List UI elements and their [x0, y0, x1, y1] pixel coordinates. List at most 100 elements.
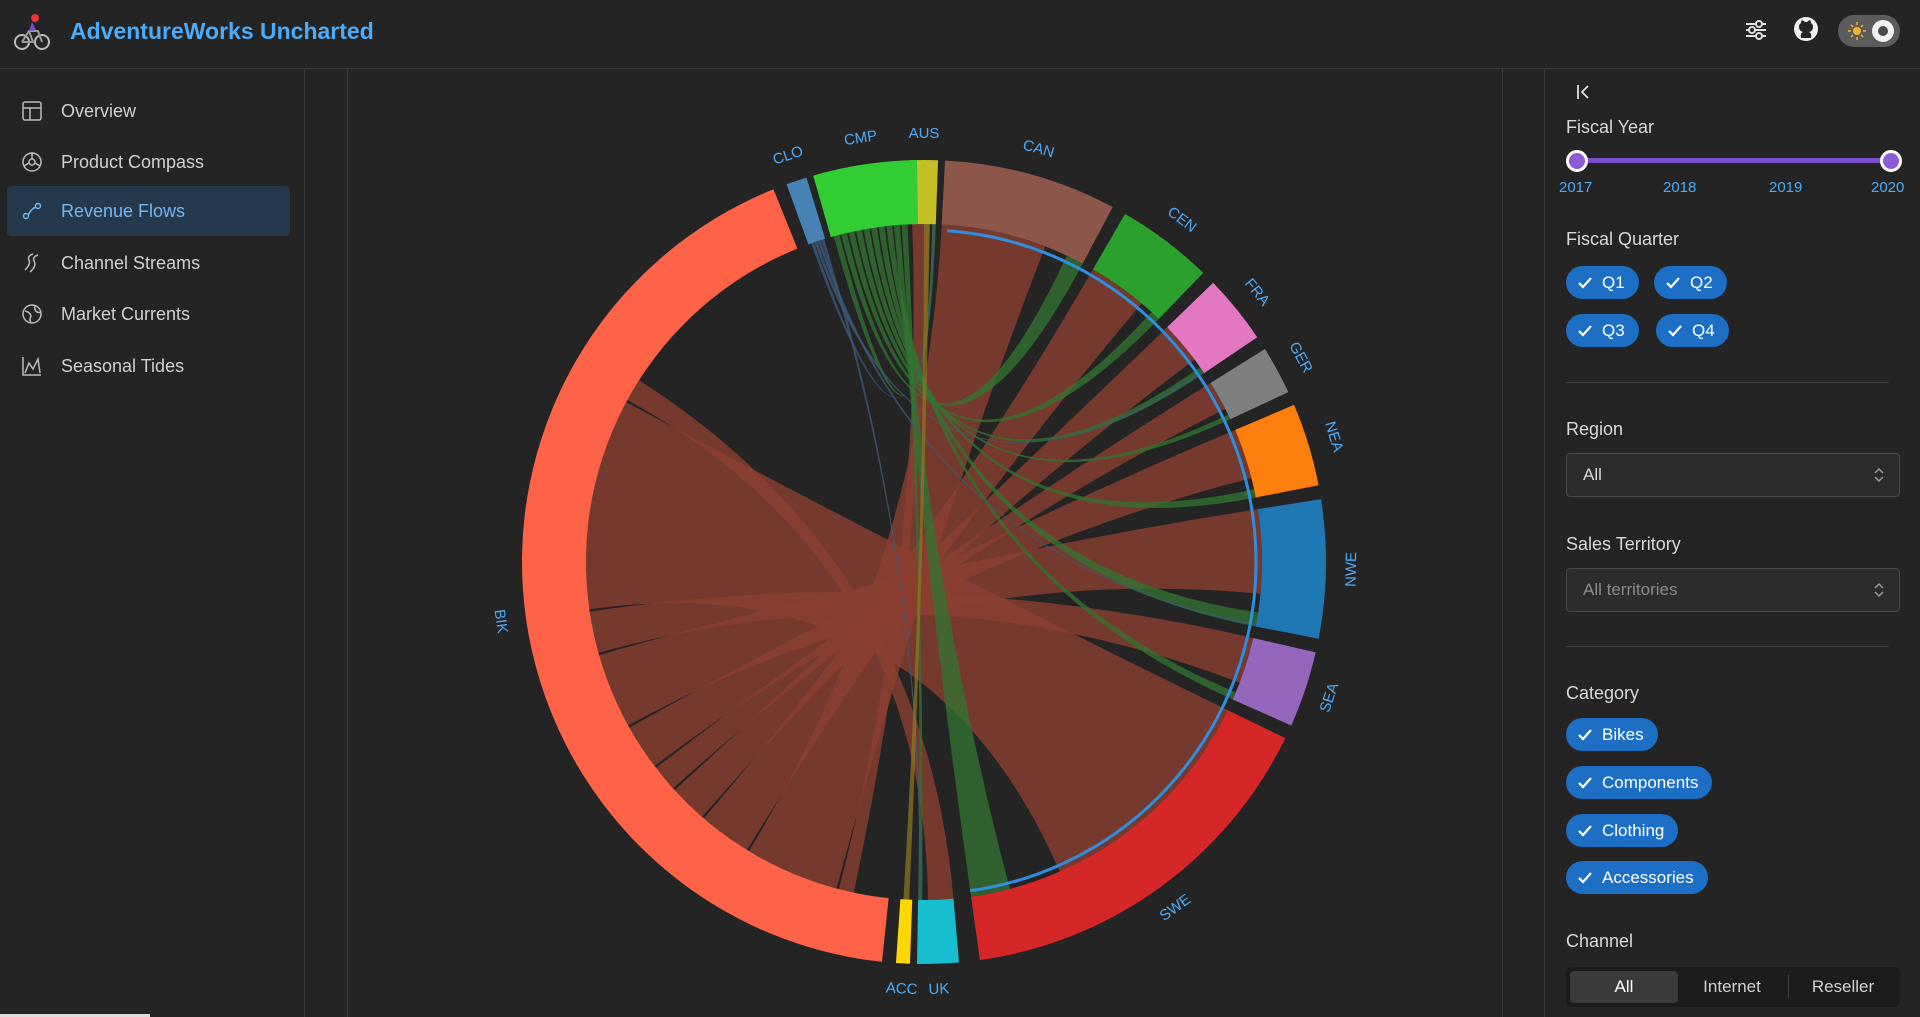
chord-ribbon: [655, 382, 1226, 789]
dashboard-icon: [22, 101, 42, 121]
fiscal-year-slider-start-thumb[interactable]: [1566, 150, 1588, 172]
streams-icon: [24, 253, 39, 273]
category-label: Category: [1566, 683, 1640, 703]
nav-item-seasonal-tides[interactable]: Seasonal Tides: [7, 341, 290, 391]
ribbons: [586, 224, 1262, 900]
chip-label: Accessories: [1602, 867, 1694, 887]
region-label: Region: [1566, 419, 1624, 439]
main-content: AUS CAN CEN FRA GER NEA NWE SEA SWE UK ACC BIK CLO CM…: [347, 69, 1503, 1017]
sliders-icon[interactable]: [1742, 16, 1770, 44]
channel-option-internet[interactable]: Internet: [1703, 977, 1761, 996]
globe-icon: [22, 304, 42, 324]
chord-arc-nwe: [1255, 499, 1326, 639]
chord-arc-acc: [895, 899, 913, 964]
check-icon: [1578, 324, 1592, 337]
chord-arc-uk: [916, 898, 960, 964]
theme-toggle[interactable]: [1838, 15, 1900, 47]
chord-arc-fra: [1167, 282, 1258, 373]
region-select[interactable]: All: [1566, 453, 1900, 497]
nav-item-label: Overview: [61, 100, 137, 121]
slider-mark: 2020: [1871, 179, 1905, 196]
chord-arc-bik: [522, 189, 889, 962]
slider-mark: 2017: [1559, 179, 1593, 196]
nav-item-label: Seasonal Tides: [61, 355, 185, 376]
check-icon: [1578, 776, 1592, 789]
quarter-chip-q2[interactable]: Q2: [1654, 266, 1727, 299]
chord-arc-cmp: [813, 160, 919, 238]
chord-arc-swe: [971, 710, 1286, 961]
chip-label: Q1: [1602, 272, 1625, 292]
nav-item-label: Product Compass: [61, 151, 205, 172]
chord-label-acc: ACC: [885, 980, 918, 999]
nav-item-channel-streams[interactable]: Channel Streams: [7, 238, 290, 288]
nav-item-label: Revenue Flows: [61, 200, 186, 221]
sun-icon: [1848, 22, 1866, 40]
channel-option-reseller[interactable]: Reseller: [1811, 977, 1875, 996]
selection-ring: [947, 229, 1258, 893]
sales-territory-label: Sales Territory: [1566, 534, 1681, 554]
check-icon: [1666, 276, 1680, 289]
app-title[interactable]: AdventureWorks Uncharted: [70, 18, 374, 44]
area-chart-icon: [22, 356, 41, 376]
category-chip-bikes[interactable]: Bikes: [1566, 718, 1658, 751]
check-icon: [1578, 728, 1592, 741]
chord-diagram: AUS CAN CEN FRA GER NEA NWE SEA SWE UK ACC BIK CLO CM…: [491, 125, 1361, 999]
chord-ribbon: [586, 402, 1228, 872]
section-divider: [1566, 382, 1889, 383]
chord-label-ger: GER: [1285, 339, 1316, 376]
chord-ribbon: [629, 429, 1252, 766]
chord-ribbon: [703, 269, 1142, 850]
category-chip-clothing[interactable]: Clothing: [1566, 814, 1679, 847]
chord-label-fra: FRA: [1241, 275, 1273, 309]
chord-label-swe: SWE: [1156, 891, 1194, 925]
chord-label-clo: CLO: [771, 143, 806, 169]
nav-item-product-compass[interactable]: Product Compass: [7, 137, 290, 187]
quarter-chip-q1[interactable]: Q1: [1566, 266, 1639, 299]
check-icon: [1668, 324, 1682, 337]
compass-icon: [22, 152, 42, 172]
sales-territory-select[interactable]: All territories: [1566, 568, 1900, 612]
check-icon: [1578, 824, 1592, 837]
nav-item-revenue-flows[interactable]: Revenue Flows: [7, 186, 290, 236]
nav-item-market-currents[interactable]: Market Currents: [7, 289, 290, 339]
category-chip-accessories[interactable]: Accessories: [1566, 861, 1708, 894]
fiscal-year-label: Fiscal Year: [1566, 117, 1655, 137]
quarter-chip-q4[interactable]: Q4: [1656, 314, 1729, 347]
horizontal-scrollbar[interactable]: [0, 1014, 150, 1017]
fiscal-year-slider-track[interactable]: [1576, 158, 1890, 163]
chord-arc-can: [941, 160, 1113, 264]
nav-item-label: Market Currents: [61, 303, 191, 324]
cyclist-logo-icon: [14, 14, 50, 50]
toggle-knob: [1872, 20, 1894, 42]
chord-label-can: CAN: [1021, 137, 1056, 162]
filter-panel: Fiscal Year 2017 2018 2019 2020 Fiscal Q…: [1544, 69, 1920, 1017]
chord-ribbon: [838, 224, 930, 893]
flow-icon: [22, 202, 42, 220]
quarter-chip-q3[interactable]: Q3: [1566, 314, 1639, 347]
channel-option-all[interactable]: All: [1570, 971, 1678, 1003]
chord-label-nea: NEA: [1321, 419, 1346, 453]
chip-label: Components: [1602, 772, 1699, 792]
chord-arc-sea: [1232, 638, 1316, 726]
channel-label: Channel: [1566, 931, 1634, 951]
chord-ribbon: [599, 509, 1262, 726]
slider-mark: 2019: [1769, 179, 1803, 196]
chord-label-sea: SEA: [1317, 681, 1343, 715]
region-select-value: All: [1583, 465, 1602, 484]
chord-label-uk: UK: [928, 980, 949, 998]
chord-ribbon: [674, 327, 1195, 817]
category-chip-components[interactable]: Components: [1566, 766, 1713, 799]
fiscal-year-slider-end-thumb[interactable]: [1880, 150, 1902, 172]
sidebar-nav: Overview Product Compass Revenue Flows C…: [0, 69, 305, 1017]
fiscal-quarter-label: Fiscal Quarter: [1566, 229, 1680, 249]
nav-item-overview[interactable]: Overview: [7, 86, 290, 136]
chord-label-aus: AUS: [909, 125, 940, 142]
chip-label: Q3: [1602, 320, 1625, 340]
github-icon[interactable]: [1792, 16, 1820, 44]
chord-label-cen: CEN: [1164, 203, 1200, 236]
collapse-panel-icon[interactable]: [1573, 81, 1595, 103]
chevron-updown-icon: [1874, 467, 1884, 483]
chord-arc-nea: [1235, 404, 1319, 498]
chord-arc-cen: [1093, 213, 1204, 319]
check-icon: [1578, 276, 1592, 289]
